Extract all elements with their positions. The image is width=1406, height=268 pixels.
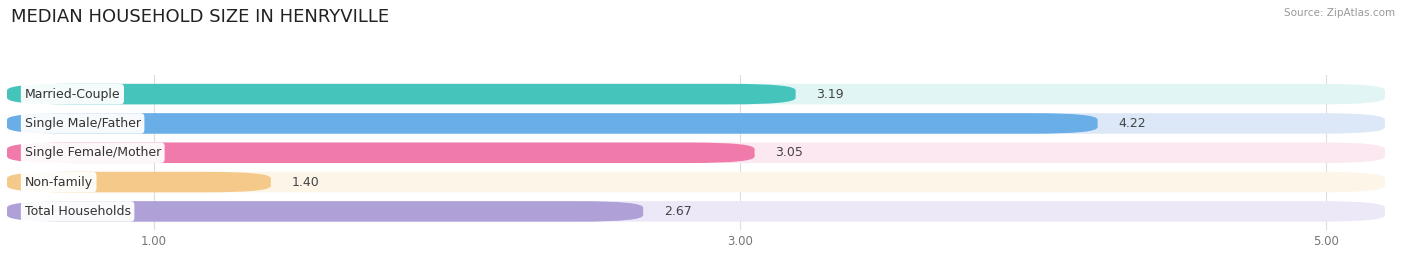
FancyBboxPatch shape	[7, 84, 1385, 104]
Text: Source: ZipAtlas.com: Source: ZipAtlas.com	[1284, 8, 1395, 18]
Text: Non-family: Non-family	[25, 176, 93, 189]
FancyBboxPatch shape	[7, 113, 1098, 134]
Text: 4.22: 4.22	[1118, 117, 1146, 130]
FancyBboxPatch shape	[7, 201, 643, 222]
FancyBboxPatch shape	[7, 172, 1385, 192]
FancyBboxPatch shape	[7, 113, 1385, 134]
Text: 3.19: 3.19	[815, 88, 844, 100]
Text: 1.40: 1.40	[291, 176, 319, 189]
Text: Married-Couple: Married-Couple	[25, 88, 121, 100]
FancyBboxPatch shape	[7, 143, 755, 163]
Text: Single Female/Mother: Single Female/Mother	[25, 146, 160, 159]
Text: 3.05: 3.05	[775, 146, 803, 159]
FancyBboxPatch shape	[7, 143, 1385, 163]
Text: 2.67: 2.67	[664, 205, 692, 218]
FancyBboxPatch shape	[7, 201, 1385, 222]
Text: Total Households: Total Households	[25, 205, 131, 218]
FancyBboxPatch shape	[7, 84, 796, 104]
Text: MEDIAN HOUSEHOLD SIZE IN HENRYVILLE: MEDIAN HOUSEHOLD SIZE IN HENRYVILLE	[11, 8, 389, 26]
Text: Single Male/Father: Single Male/Father	[25, 117, 141, 130]
FancyBboxPatch shape	[7, 172, 271, 192]
